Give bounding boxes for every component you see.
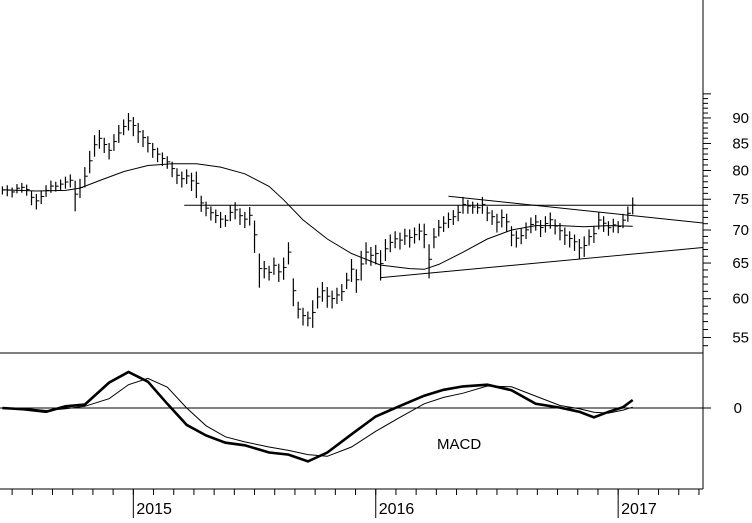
macd-signal-line bbox=[2, 377, 633, 457]
x-tick-label: 2015 bbox=[136, 501, 172, 518]
price-tick-label: 70 bbox=[732, 222, 749, 239]
price-tick-label: 65 bbox=[732, 255, 749, 272]
moving-average-line bbox=[2, 163, 633, 270]
x-tick-label: 2017 bbox=[621, 501, 657, 518]
price-tick-label: 75 bbox=[732, 191, 749, 208]
price-tick-label: 90 bbox=[732, 110, 749, 127]
macd-line bbox=[2, 370, 634, 463]
price-tick-label: 80 bbox=[732, 162, 749, 179]
macd-zero-label: 0 bbox=[734, 400, 742, 417]
trendline bbox=[448, 195, 704, 224]
price-tick-label: 60 bbox=[732, 291, 749, 308]
price-tick-label: 55 bbox=[732, 330, 749, 347]
price-tick-label: 85 bbox=[732, 135, 749, 152]
trendline bbox=[380, 247, 704, 279]
x-tick-label: 2016 bbox=[379, 501, 415, 518]
macd-label: MACD bbox=[437, 436, 481, 453]
